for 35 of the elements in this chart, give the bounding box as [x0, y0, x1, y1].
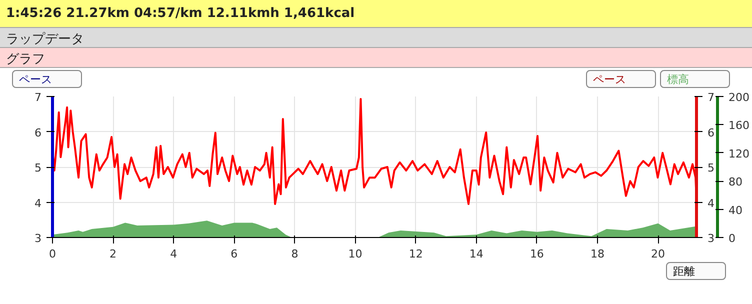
x-tick-label: 10 [348, 248, 362, 260]
x-tick-label: 18 [590, 248, 604, 260]
y2-tick-label: 4 [708, 196, 714, 210]
y3-tick-label: 120 [728, 147, 750, 160]
x-tick-label: 6 [230, 248, 238, 260]
text: ラップデータ [6, 31, 84, 49]
x-tick-label: 12 [408, 248, 423, 260]
x-axis-title: 距離 [673, 264, 695, 280]
x-tick-label: 14 [469, 248, 484, 260]
y-axis-title: ペース [19, 72, 52, 88]
chart-title: 1:45:26 21.27km 04:57/km 12.11kmh 1,461kcal [6, 5, 355, 23]
x-tick-label: 8 [291, 248, 298, 260]
y-tick-label: 7 [34, 91, 42, 104]
y-tick-label: 4 [34, 196, 42, 210]
y3-tick-label: 160 [728, 119, 750, 132]
y-tick-label: 6 [34, 126, 42, 140]
y2-axis-title: ペース [593, 72, 626, 88]
y2-tick-label: 5 [708, 162, 714, 174]
y2-tick-label: 6 [708, 126, 714, 140]
y-tick-label: 3 [34, 232, 42, 245]
y3-tick-label: 40 [728, 204, 742, 217]
x-tick-label: 20 [651, 248, 666, 260]
y2-tick-label: 7 [708, 91, 714, 104]
y3-tick-label: 80 [728, 176, 742, 189]
x-tick-label: 2 [110, 248, 117, 260]
x-tick-label: 16 [530, 248, 544, 260]
y2-tick-label: 3 [708, 232, 714, 245]
y-tick-label: 5 [34, 162, 42, 174]
text: グラフ [6, 51, 45, 69]
x-tick-label: 0 [49, 248, 56, 260]
y3-tick-label: 0 [728, 232, 736, 245]
x-tick-label: 4 [170, 248, 178, 260]
y3-axis-title: 標高 [667, 72, 689, 88]
y3-tick-label: 200 [728, 91, 750, 104]
line-series [52, 98, 696, 206]
